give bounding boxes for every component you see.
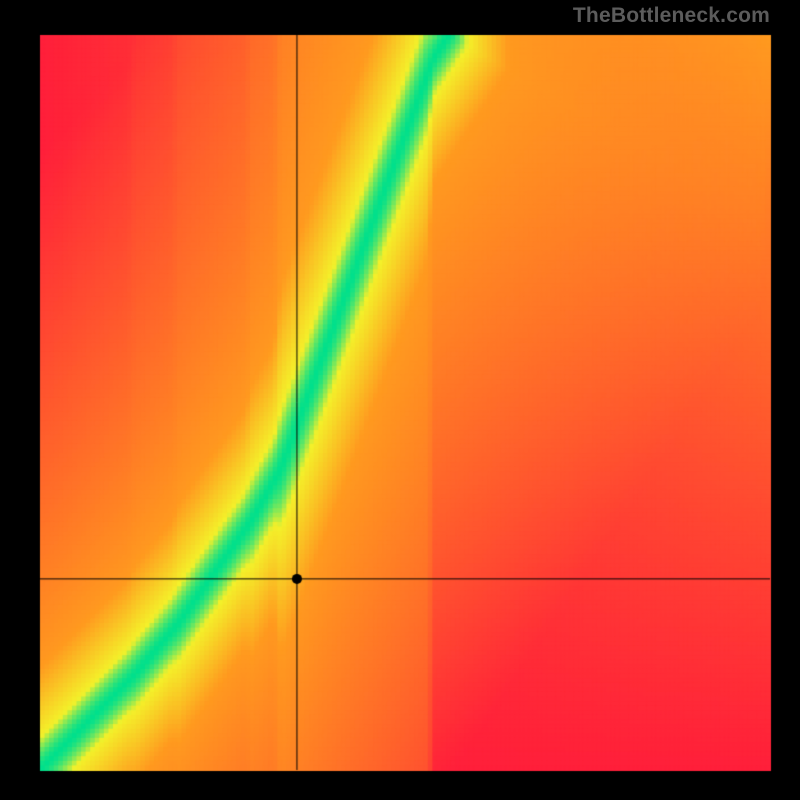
heatmap-canvas — [0, 0, 800, 800]
chart-container: TheBottleneck.com — [0, 0, 800, 800]
watermark-text: TheBottleneck.com — [573, 4, 770, 28]
